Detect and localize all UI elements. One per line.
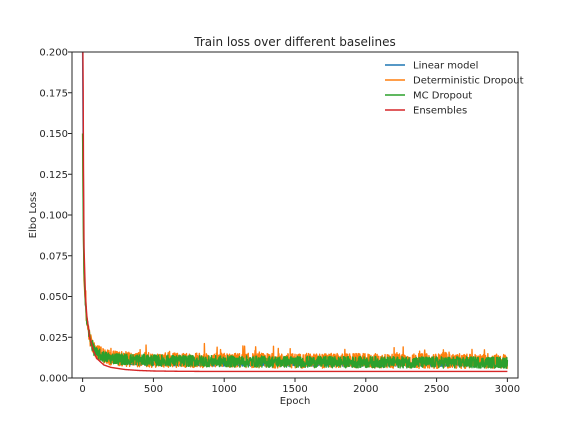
y-tick-label: 0.200 <box>39 48 68 59</box>
x-tick-label: 2000 <box>353 384 378 395</box>
series-line-mc-dropout <box>81 133 509 369</box>
series-line-ensembles <box>82 52 508 373</box>
chart-title: Train loss over different baselines <box>193 35 395 49</box>
x-tick-label: 3000 <box>495 384 520 395</box>
legend-label: Deterministic Dropout <box>413 76 524 87</box>
y-tick-label: 0.175 <box>39 88 68 99</box>
y-tick-label: 0.025 <box>39 333 68 344</box>
legend-label: MC Dropout <box>413 91 472 102</box>
y-tick-label: 0.000 <box>39 374 68 385</box>
x-tick-label: 500 <box>144 384 163 395</box>
x-tick-label: 0 <box>79 384 85 395</box>
x-tick-label: 2500 <box>424 384 449 395</box>
plot-area <box>81 52 509 373</box>
y-axis-title: Elbo Loss <box>28 192 39 239</box>
y-tick-label: 0.125 <box>39 170 68 181</box>
y-tick-label: 0.150 <box>39 129 68 140</box>
x-tick-label: 1500 <box>282 384 307 395</box>
legend-label: Ensembles <box>413 106 467 117</box>
x-tick-label: 1000 <box>211 384 236 395</box>
y-tick-label: 0.050 <box>39 292 68 303</box>
axes: 0 500 1000 1500 2000 2500 3000 0.000 0.025 0.050 0… <box>39 48 520 396</box>
y-tick-label: 0.100 <box>39 211 68 222</box>
legend-label: Linear model <box>413 61 478 72</box>
y-tick-label: 0.075 <box>39 251 68 262</box>
legend: Linear model Deterministic Dropout MC Drop… <box>385 61 524 117</box>
x-axis-title: Epoch <box>280 396 311 407</box>
